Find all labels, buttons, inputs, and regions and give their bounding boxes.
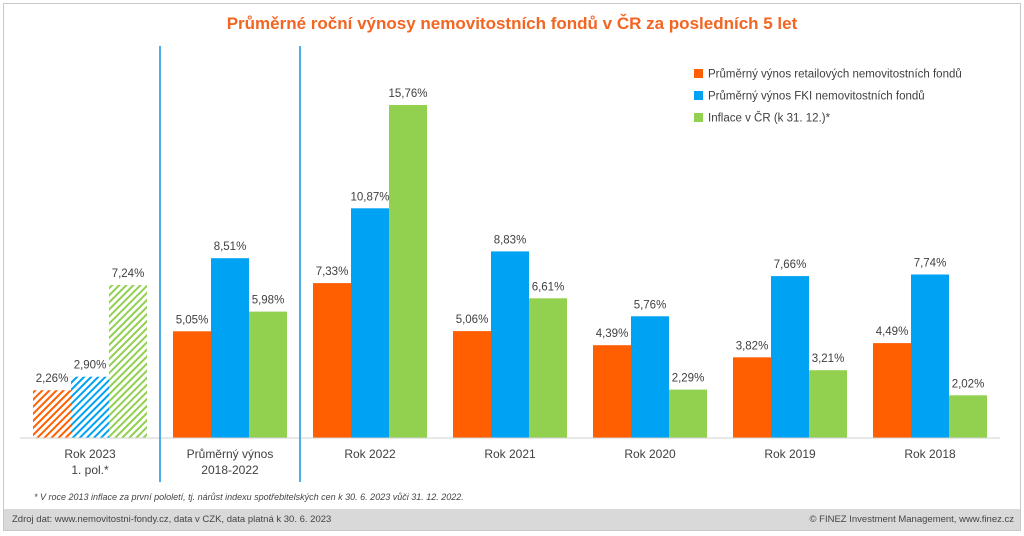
category-label: 2018-2022 [201,463,259,477]
value-label: 6,61% [532,281,565,293]
bar-retail [313,283,351,438]
bar-inflace [809,370,847,438]
bar-inflace [669,389,707,438]
value-label: 2,29% [672,373,705,385]
bar-retail [453,331,491,438]
legend-swatch [694,91,703,100]
value-label: 4,39% [596,328,629,340]
value-label: 2,90% [74,360,107,372]
bar-retail [733,357,771,438]
category-label: Rok 2020 [624,447,676,461]
source-text: Zdroj dat: www.nemovitostni-fondy.cz, da… [12,514,332,525]
value-label: 5,05% [176,314,209,326]
value-label: 5,06% [456,314,489,326]
bar-inflace [109,285,147,438]
bar-fki [211,258,249,438]
legend-label: Průměrný výnos FKI nemovitostních fondů [708,91,925,103]
bar-retail [173,331,211,438]
value-label: 8,83% [494,234,527,246]
value-label: 8,51% [214,241,247,253]
value-label: 15,76% [388,88,427,100]
bar-fki [491,251,529,438]
value-label: 3,82% [736,340,769,352]
bar-retail [33,390,71,438]
value-label: 2,26% [36,373,69,385]
bar-fki [631,316,669,438]
value-label: 7,24% [112,268,145,280]
bar-inflace [949,395,987,438]
value-label: 3,21% [812,353,845,365]
legend-label: Průměrný výnos retailových nemovitostníc… [708,69,962,81]
bar-fki [771,276,809,438]
source-bar: Zdroj dat: www.nemovitostni-fondy.cz, da… [4,509,1020,530]
category-label: Rok 2019 [764,447,816,461]
value-label: 4,49% [876,326,909,338]
category-label: Rok 2018 [904,447,956,461]
category-labels-group: Rok 2023 1. pol.* Průměrný výnos 2018-2022 R… [64,447,956,477]
value-labels-group: 2,26% 2,90% 7,24% 5,05% 8,51% 5,98% 7,33% 10,87… [36,88,985,390]
legend-swatch [694,69,703,78]
category-label: Průměrný výnos [187,447,274,461]
legend-label: Inflace v ČR (k 31. 12.)* [708,112,831,125]
value-label: 2,02% [952,378,985,390]
category-label: Rok 2023 [64,447,116,461]
bar-fki [911,274,949,438]
bar-inflace [249,311,287,438]
value-label: 5,76% [634,299,667,311]
bar-fki [71,376,109,438]
bar-inflace [529,298,567,438]
category-label: 1. pol.* [71,463,109,477]
legend-swatch [694,113,703,122]
bar-retail [873,343,911,438]
copyright-text: © FINEZ Investment Management, www.finez… [809,514,1014,525]
value-label: 7,66% [774,259,807,271]
bars-group [33,105,987,438]
bar-inflace [389,105,427,438]
value-label: 7,33% [316,266,349,278]
bar-retail [593,345,631,438]
value-label: 5,98% [252,295,285,307]
chart-title: Průměrné roční výnosy nemovitostních fon… [226,14,798,33]
value-label: 10,87% [350,191,389,203]
value-label: 7,74% [914,258,947,270]
footnote: * V roce 2013 inflace za první pololetí,… [34,492,464,502]
category-label: Rok 2022 [344,447,396,461]
bar-fki [351,208,389,438]
category-label: Rok 2021 [484,447,536,461]
legend: Průměrný výnos retailových nemovitostníc… [694,69,962,125]
